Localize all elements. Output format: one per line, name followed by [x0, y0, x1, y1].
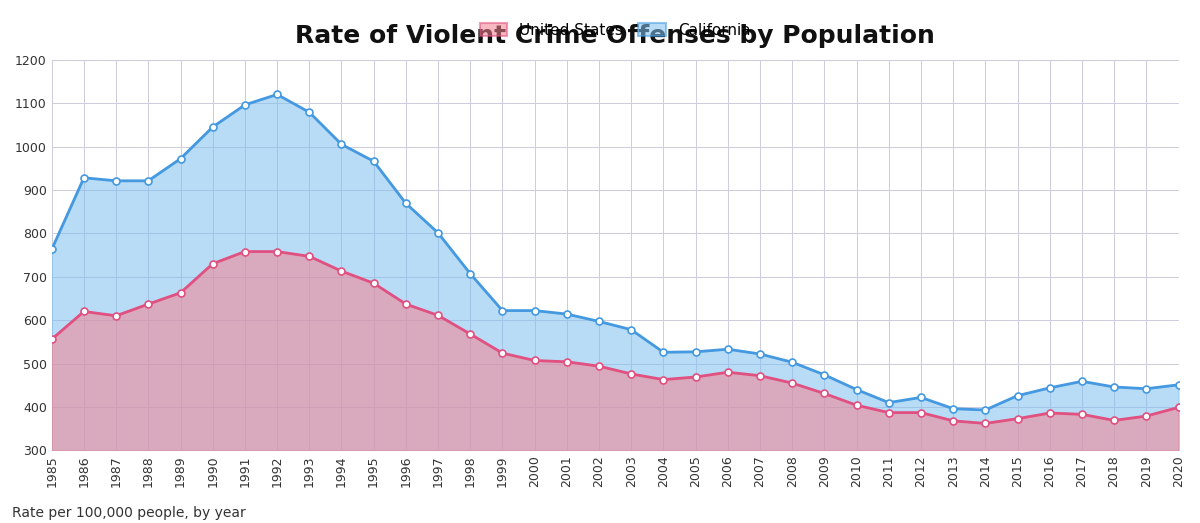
Title: Rate of Violent Crime Offenses by Population: Rate of Violent Crime Offenses by Popula… [295, 24, 935, 48]
Legend: United States, California: United States, California [473, 17, 757, 44]
Text: Rate per 100,000 people, by year: Rate per 100,000 people, by year [12, 506, 246, 520]
